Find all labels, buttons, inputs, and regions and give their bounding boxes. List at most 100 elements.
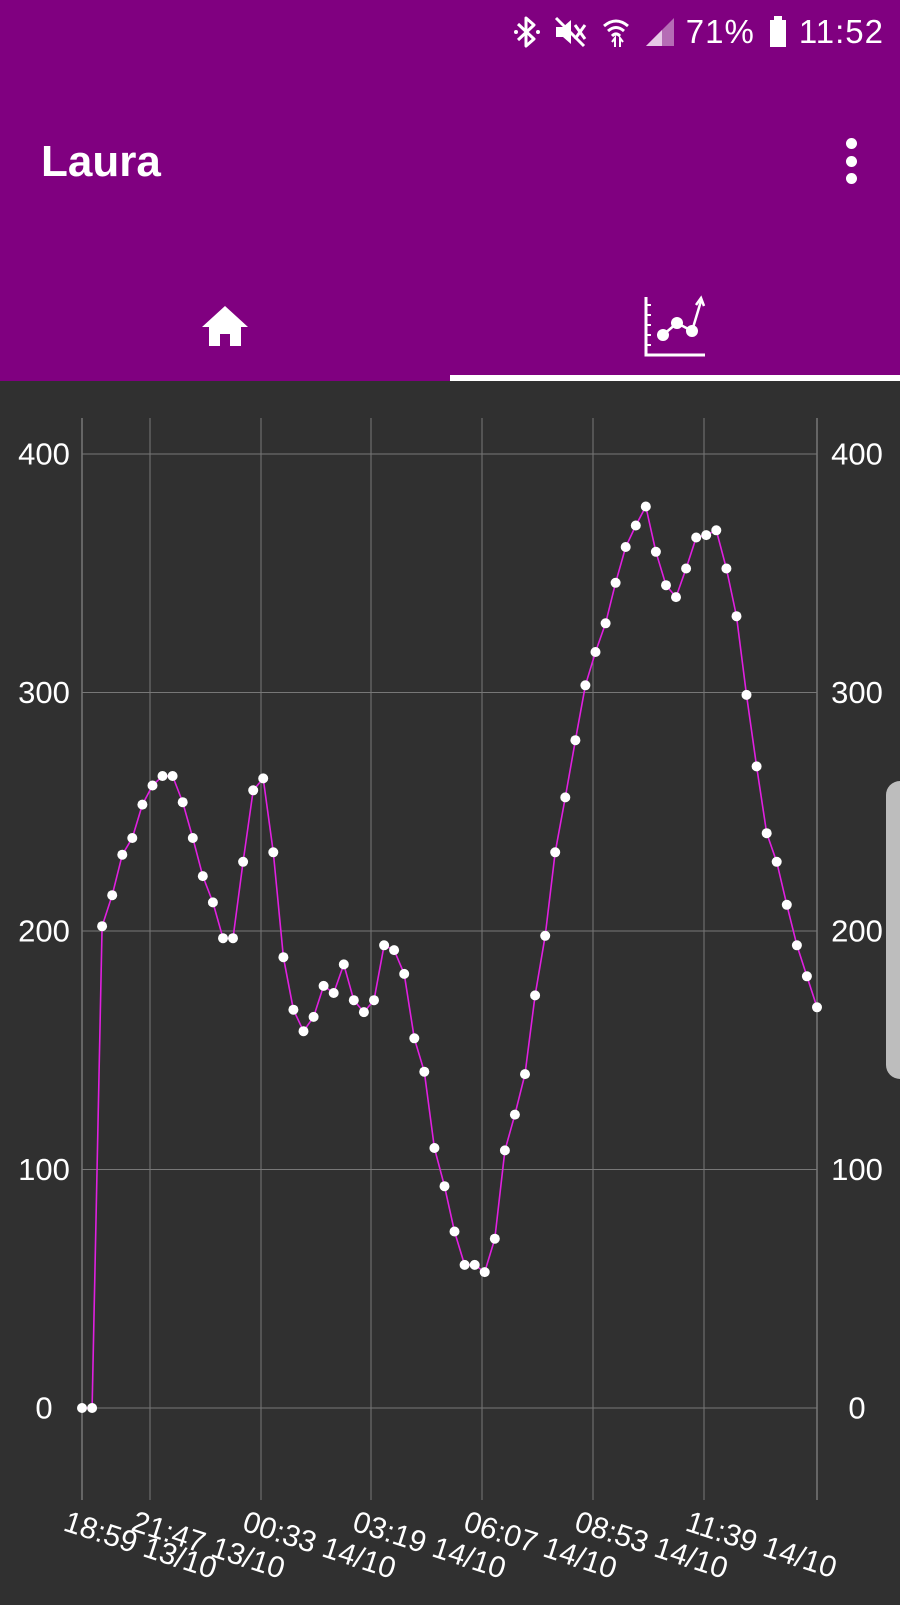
data-point — [479, 1267, 490, 1278]
data-point — [781, 899, 792, 910]
y-axis-right: 0 100 200 300 400 — [831, 437, 883, 1426]
data-point — [751, 761, 762, 772]
data-point — [328, 988, 339, 998]
data-point — [590, 647, 601, 657]
data-point — [509, 1109, 520, 1120]
data-point — [449, 1226, 460, 1237]
data-point — [741, 689, 752, 700]
data-point — [469, 1259, 480, 1270]
y-tick-label-left: 200 — [18, 914, 70, 949]
data-point — [429, 1143, 440, 1153]
data-point — [167, 771, 178, 781]
data-point — [671, 592, 681, 603]
data-point — [650, 546, 661, 557]
data-point — [580, 680, 591, 691]
data-point — [731, 611, 742, 622]
data-point — [711, 525, 722, 536]
y-axis-left: 0 100 200 300 400 — [18, 437, 70, 1426]
tab-home[interactable] — [0, 276, 450, 381]
y-tick-label-right: 200 — [831, 914, 883, 949]
bluetooth-icon — [513, 15, 540, 49]
data-point — [801, 971, 812, 982]
data-point — [117, 849, 128, 860]
data-point — [610, 577, 621, 588]
chart-area[interactable]: 0 100 200 300 400 0 100 200 300 400 18:5… — [0, 381, 900, 1600]
mute-icon — [554, 16, 588, 48]
data-point — [570, 735, 581, 746]
data-point — [499, 1145, 510, 1156]
data-point — [338, 959, 349, 970]
data-point — [127, 833, 138, 843]
data-point — [308, 1011, 319, 1022]
data-point — [600, 618, 611, 629]
data-point — [771, 856, 782, 867]
y-tick-label-left: 0 — [35, 1391, 52, 1426]
data-point — [419, 1066, 430, 1077]
data-point — [268, 847, 279, 858]
data-point — [137, 799, 148, 810]
chart-icon — [643, 295, 707, 362]
data-point — [620, 542, 631, 552]
status-time: 11:52 — [798, 13, 884, 50]
y-tick-label-left: 300 — [18, 675, 70, 710]
battery-percent: 71% — [685, 13, 755, 50]
data-point — [540, 930, 551, 941]
signal-icon — [644, 16, 676, 48]
y-tick-label-right: 300 — [831, 675, 883, 710]
more-vert-icon[interactable] — [836, 138, 866, 184]
series-points-layer — [77, 501, 822, 1413]
data-point — [147, 780, 158, 791]
data-point — [409, 1033, 420, 1044]
y-tick-label-right: 0 — [848, 1391, 865, 1426]
battery-icon — [769, 16, 787, 48]
x-axis: 18:59 13/10 21:47 13/10 00:33 14/10 03:1… — [60, 1505, 841, 1585]
home-icon — [200, 304, 250, 353]
data-point — [439, 1181, 450, 1192]
data-point — [228, 933, 238, 944]
data-point — [691, 532, 702, 543]
data-point — [681, 563, 692, 574]
data-point — [389, 945, 400, 956]
glucose-line-chart: 0 100 200 300 400 0 100 200 300 400 18:5… — [18, 418, 883, 1586]
data-point — [348, 995, 359, 1006]
series-line-layer — [82, 504, 818, 1409]
data-point — [218, 933, 228, 944]
y-tick-label-left: 400 — [18, 437, 70, 472]
data-point — [369, 995, 379, 1006]
data-point — [107, 890, 118, 901]
data-point — [560, 792, 571, 803]
app-title: Laura — [41, 137, 161, 186]
app-bar: 71% 11:52 Laura — [0, 0, 900, 381]
data-point — [459, 1259, 470, 1270]
data-point — [520, 1069, 530, 1080]
data-point — [207, 897, 218, 908]
wifi-icon — [602, 16, 630, 48]
tab-chart[interactable] — [450, 276, 900, 381]
status-bar: 71% 11:52 — [0, 0, 900, 64]
data-point — [358, 1007, 369, 1018]
data-point — [550, 847, 561, 858]
data-point — [761, 828, 772, 839]
data-point — [630, 520, 641, 531]
data-point — [77, 1403, 87, 1413]
tab-indicator — [450, 375, 900, 381]
data-point — [489, 1233, 500, 1244]
data-point — [278, 952, 289, 963]
data-point — [791, 940, 802, 951]
data-point — [258, 773, 269, 784]
scroll-handle[interactable] — [886, 781, 900, 1079]
y-tick-label-right: 100 — [831, 1152, 883, 1187]
data-point — [721, 563, 732, 574]
data-point — [187, 833, 198, 843]
data-point — [701, 530, 712, 541]
data-point — [157, 771, 168, 781]
data-point — [318, 980, 329, 991]
data-point — [812, 1002, 822, 1013]
data-point — [238, 856, 249, 867]
y-tick-label-left: 100 — [18, 1152, 70, 1187]
data-point — [288, 1004, 299, 1015]
data-point — [97, 921, 108, 932]
data-point — [399, 968, 410, 979]
data-point — [530, 990, 541, 1001]
data-point — [248, 785, 259, 796]
